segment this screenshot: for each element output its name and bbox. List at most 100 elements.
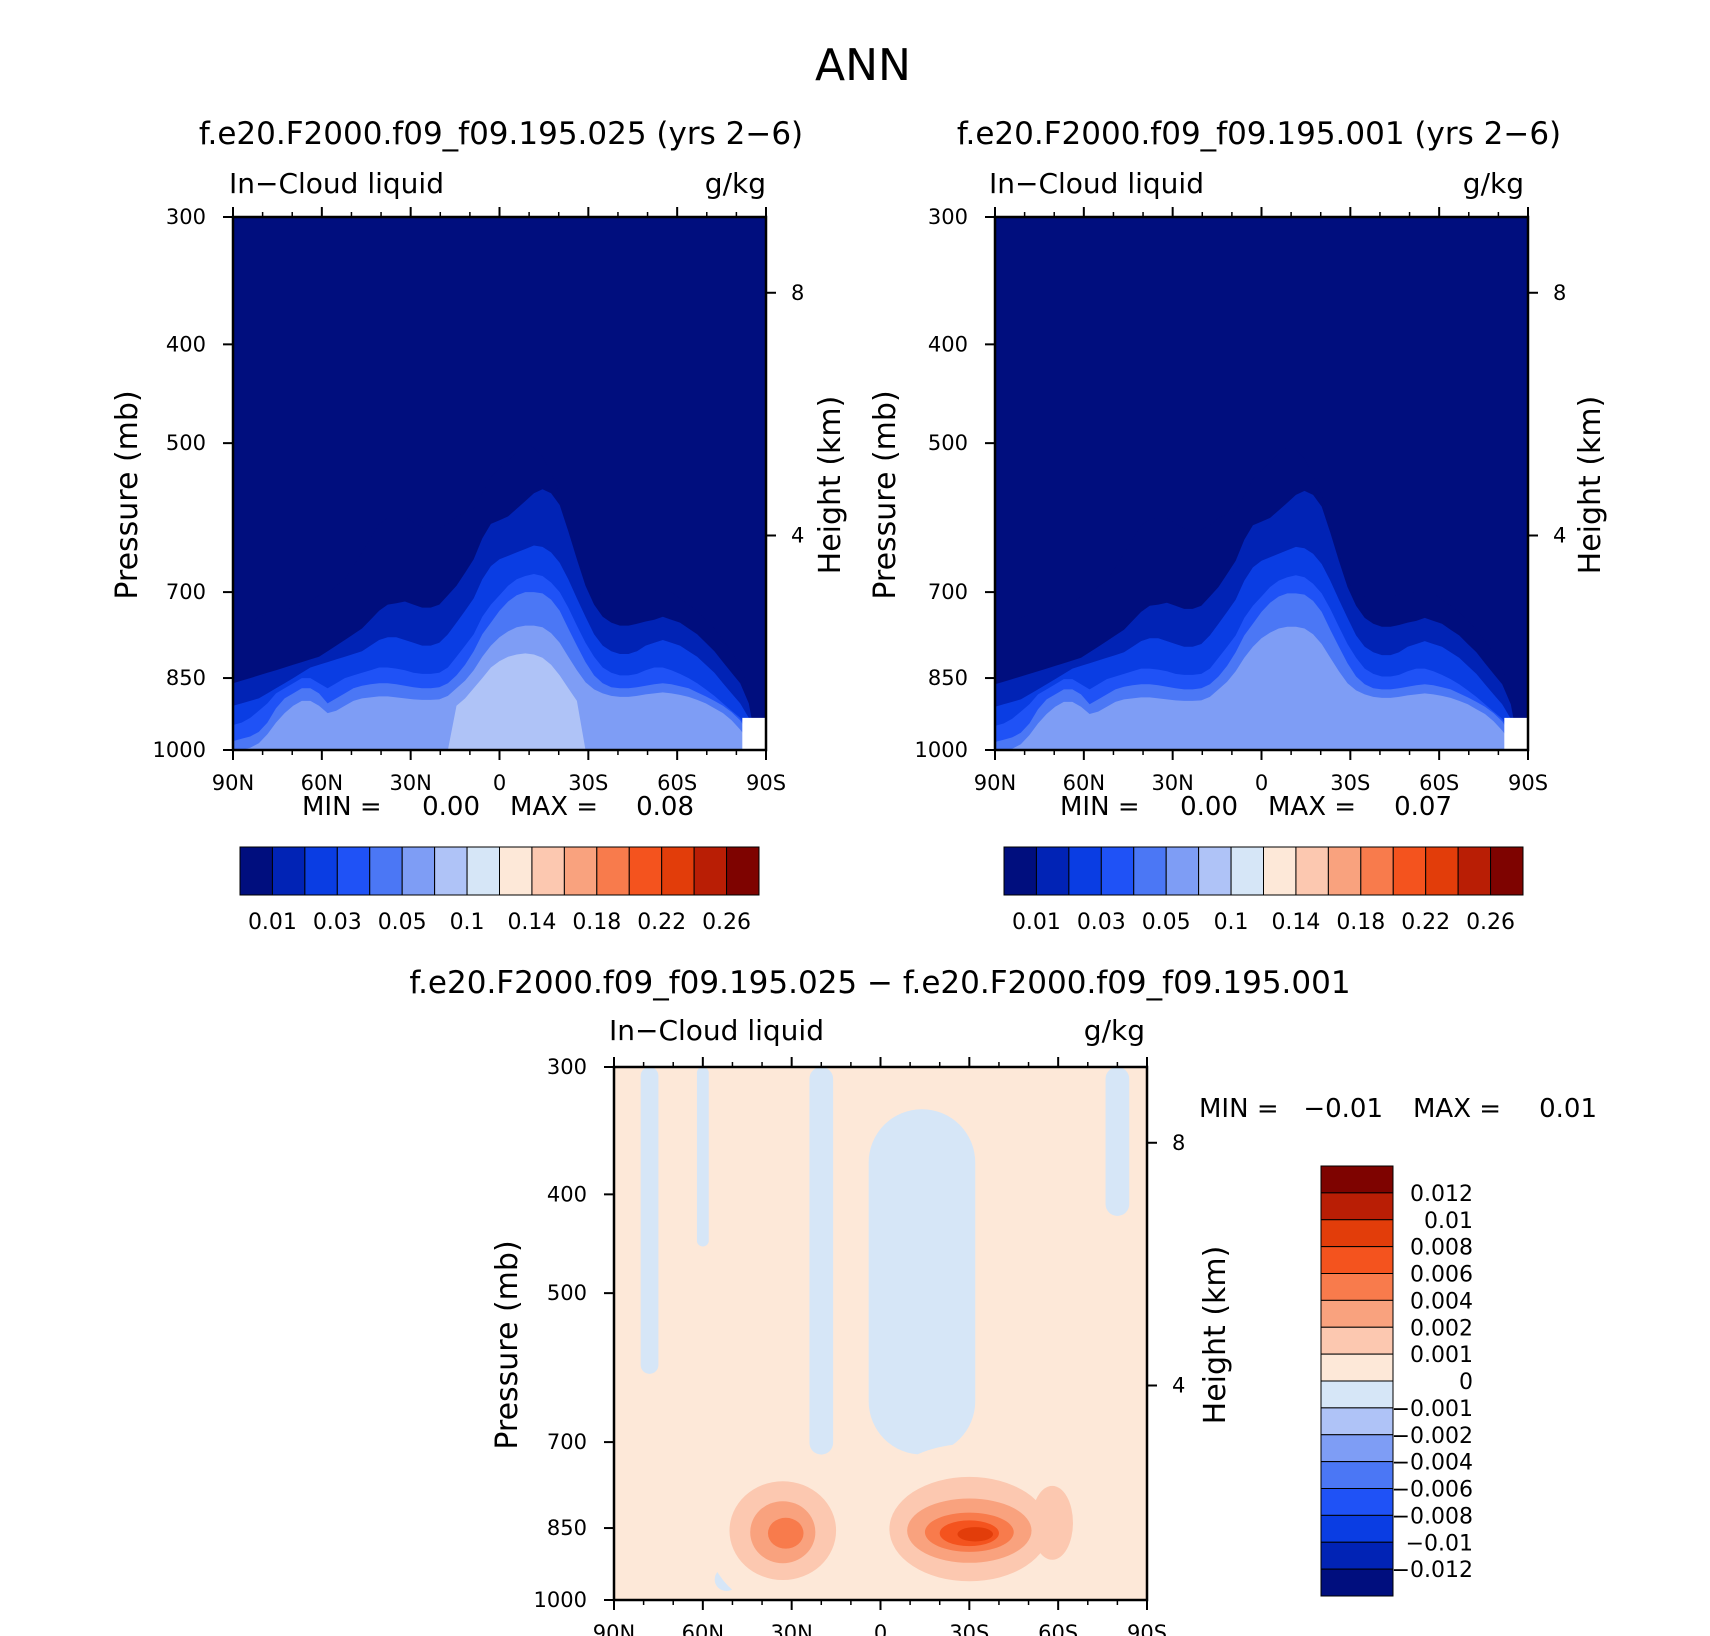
contour-band [616,1498,700,1600]
colorbar-swatch [661,846,695,896]
y2-tick-label: 8 [1172,1131,1185,1155]
y-tick-label: 500 [547,1281,587,1305]
x-tick-label: 30S [1330,771,1370,795]
colorbar-label: 0.002 [1410,1316,1473,1341]
contour-band [1105,1067,1130,1216]
colorbar-label: −0.002 [1392,1424,1473,1449]
x-tick-label: 90N [974,771,1016,795]
x-tick-label: 90S [1127,1621,1167,1636]
colorbar-label: 0.22 [637,910,686,935]
contour-fill [233,217,766,750]
colorbar-swatch [1198,846,1232,896]
panel-title: f.e20.F2000.f09_f09.195.025 (yrs 2−6) [199,116,803,152]
colorbar-swatch [596,846,630,896]
max-label: MAX = [1268,792,1356,822]
colorbar-label: 0.14 [507,910,556,935]
colorbar-label: 0.14 [1271,910,1320,935]
figure-title: ANN [815,40,911,91]
contour-fill [614,1067,1147,1600]
y2-axis-label: Height (km) [813,396,848,575]
colorbar: 0.01 0.03 0.05 0.1 0.14 0.18 0.22 0.26 [1003,846,1524,935]
x-tick-label: 0 [493,771,506,795]
min-label: MIN = [302,792,382,822]
x-tick-label: 30N [1151,771,1193,795]
x-tick-label: 60N [1063,771,1105,795]
y-tick-label: 1000 [534,1588,587,1612]
x-tick-label: 60S [1419,771,1459,795]
y-tick-label: 400 [166,332,206,356]
y-tick-label: 850 [928,666,968,690]
units-label: g/kg [1463,167,1524,200]
colorbar-label: −0.008 [1392,1504,1473,1529]
colorbar-swatch [1392,846,1427,896]
y2-tick-label: 4 [791,524,804,548]
y2-tick-label: 4 [1172,1374,1185,1398]
colorbar-swatch [1035,846,1070,896]
max-label: MAX = [1413,1094,1501,1124]
y-tick-label: 700 [928,580,968,604]
colorbar-swatch [1320,1434,1394,1463]
y-tick-label: 700 [166,580,206,604]
variable-label: In−Cloud liquid [609,1014,824,1047]
min-label: MIN = [1199,1094,1279,1124]
colorbar-label: −0.012 [1392,1558,1473,1583]
max-value: 0.07 [1394,792,1452,822]
colorbar-label: 0.18 [1336,910,1385,935]
y-tick-label: 300 [547,1055,587,1079]
contour-plot: 90N 60N 30N 0 30S 60S 90S 300 400 500 700 850 1000 8 4 [915,205,1567,795]
colorbar-label: 0.26 [702,910,751,935]
contour-fill [995,217,1528,750]
colorbar-swatch [1100,846,1135,896]
x-tick-label: 60S [657,771,697,795]
y-axis-label: Pressure (mb) [868,390,903,599]
max-value: 0.01 [1539,1094,1597,1124]
colorbar-label: 0.22 [1401,910,1450,935]
max-value: 0.08 [636,792,694,822]
colorbar-swatch [1003,846,1037,896]
colorbar-label: −0.01 [1406,1531,1473,1556]
colorbar-swatch [1320,1299,1394,1328]
colorbar-label: 0.03 [313,910,362,935]
colorbar: 0.0120.010.0080.0060.0040.0020.0010−0.00… [1320,1165,1473,1597]
colorbar-label: 0.004 [1410,1289,1473,1314]
y-axis-label: Pressure (mb) [490,1240,525,1449]
colorbar-swatch [304,846,338,896]
x-tick-label: 0 [874,1621,887,1636]
y2-axis-label: Height (km) [1573,396,1608,575]
x-tick-label: 60N [301,771,343,795]
colorbar-label: 0 [1459,1370,1473,1395]
colorbar-swatch [1320,1568,1394,1597]
contour-band [809,1067,834,1455]
y-tick-label: 850 [166,666,206,690]
colorbar-swatch [1320,1219,1394,1248]
colorbar-swatch [401,846,436,896]
x-tick-label: 0 [1255,771,1268,795]
colorbar-swatch [628,846,663,896]
min-label: MIN = [1060,792,1140,822]
y-axis-label: Pressure (mb) [110,390,145,599]
colorbar-swatch [1327,846,1362,896]
colorbar-swatch [1320,1326,1394,1355]
contour-band [995,626,1528,750]
missing-data [742,717,766,750]
units-label: g/kg [705,167,766,200]
contour-band [696,1067,709,1247]
contour-band [957,1527,994,1542]
variable-label: In−Cloud liquid [989,167,1204,200]
y2-tick-label: 8 [791,281,804,305]
min-value: −0.01 [1303,1094,1383,1124]
y-tick-label: 500 [166,431,206,455]
colorbar-label: 0.1 [1214,910,1249,935]
colorbar-label: −0.006 [1392,1478,1473,1503]
colorbar-swatch [1165,846,1200,896]
colorbar-swatch [1320,1380,1394,1409]
contour-band [767,1517,804,1549]
max-label: MAX = [510,792,598,822]
contour-band [233,653,766,750]
x-tick-label: 60S [1038,1621,1078,1636]
colorbar-swatch [336,846,371,896]
contour-band [868,1109,976,1455]
colorbar-label: 0.26 [1466,910,1515,935]
colorbar-swatch [1320,1407,1394,1436]
y-tick-label: 400 [928,332,968,356]
